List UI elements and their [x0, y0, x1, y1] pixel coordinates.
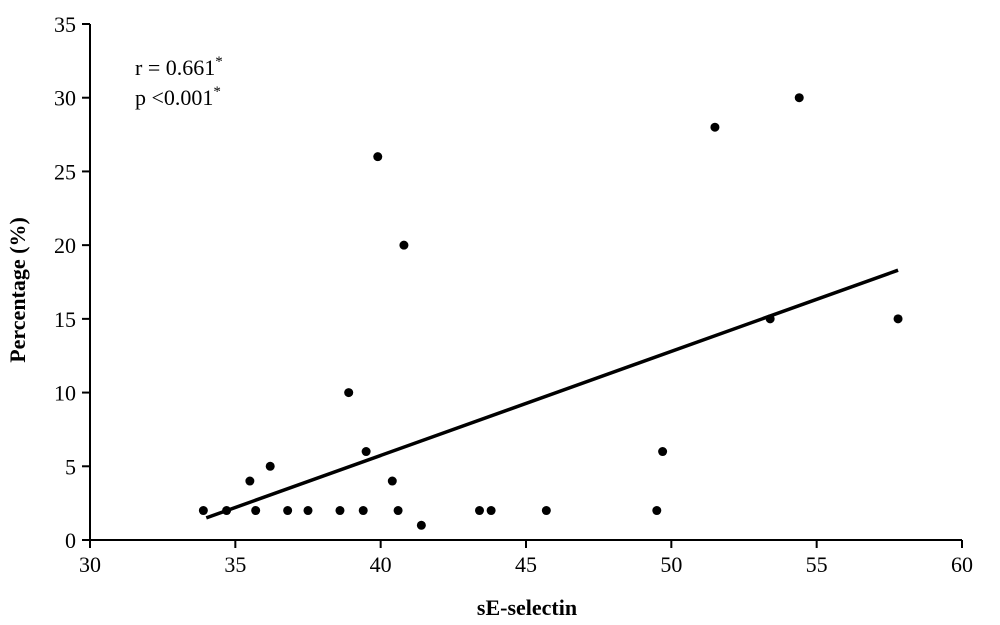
x-tick-label: 45	[515, 552, 537, 577]
data-point	[765, 314, 775, 324]
y-tick-label: 5	[65, 454, 76, 479]
p-annotation: p <0.001*	[135, 84, 221, 110]
x-tick-label: 40	[370, 552, 392, 577]
data-point	[387, 476, 397, 486]
data-point	[893, 314, 903, 324]
x-tick-label: 50	[660, 552, 682, 577]
y-tick-label: 20	[54, 233, 76, 258]
data-point	[393, 506, 403, 516]
y-tick-label: 15	[54, 307, 76, 332]
data-point	[222, 506, 232, 516]
data-point	[794, 93, 804, 103]
data-point	[710, 122, 720, 132]
x-tick-label: 55	[806, 552, 828, 577]
data-point	[486, 506, 496, 516]
data-point	[198, 506, 208, 516]
y-ticks: 0 5 10 15 20 25 30 35	[54, 12, 90, 553]
x-tick-label: 60	[951, 552, 973, 577]
data-point	[658, 447, 668, 457]
data-points	[198, 93, 903, 530]
data-point	[416, 520, 426, 530]
trend-line	[205, 268, 899, 520]
data-point	[474, 506, 484, 516]
data-point	[361, 447, 371, 457]
data-point	[541, 506, 551, 516]
data-point	[335, 506, 345, 516]
x-tick-label: 35	[224, 552, 246, 577]
data-point	[373, 152, 383, 162]
data-point	[652, 506, 662, 516]
data-point	[344, 388, 354, 398]
y-axis-title: Percentage (%)	[5, 217, 30, 363]
data-point	[358, 506, 368, 516]
y-tick-label: 0	[65, 528, 76, 553]
r-annotation: r = 0.661*	[135, 54, 223, 80]
x-axis-title: sE-selectin	[477, 595, 577, 620]
x-tick-label: 30	[79, 552, 101, 577]
data-point	[265, 461, 275, 471]
x-ticks: 30 35 40 45 50 55 60	[79, 540, 973, 577]
y-tick-label: 35	[54, 12, 76, 37]
y-tick-label: 25	[54, 159, 76, 184]
y-tick-label: 30	[54, 86, 76, 111]
data-point	[245, 476, 255, 486]
data-point	[251, 506, 261, 516]
y-tick-label: 10	[54, 381, 76, 406]
data-point	[399, 240, 409, 250]
data-point	[303, 506, 313, 516]
axes	[89, 24, 962, 541]
data-point	[283, 506, 293, 516]
